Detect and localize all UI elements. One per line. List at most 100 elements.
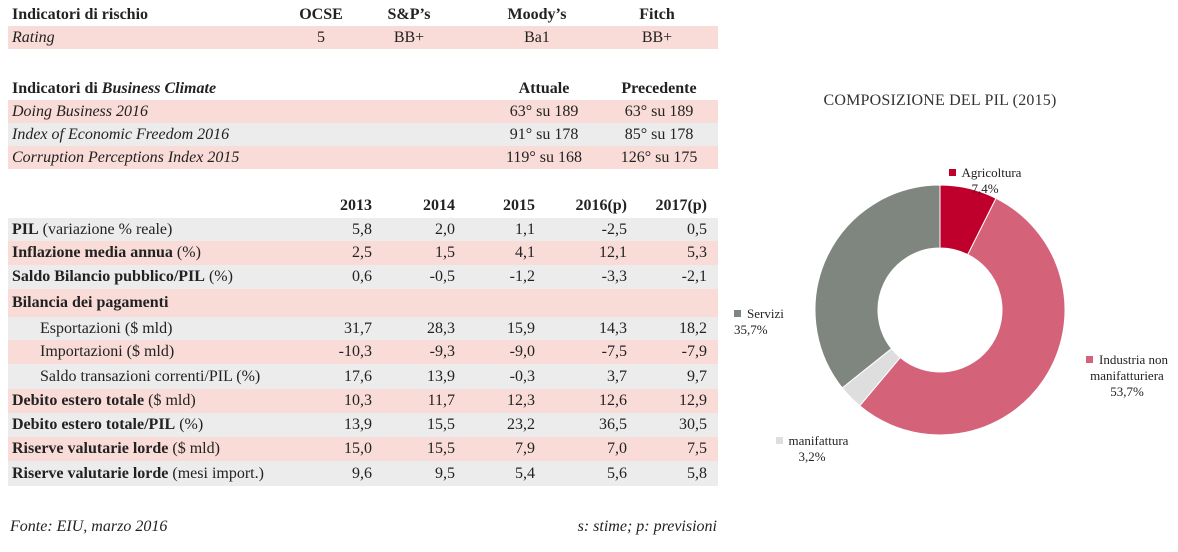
macro-row-label: Debito estero totale/PIL (%) [12,413,203,437]
macro-value-cell: 3,7 [607,368,627,385]
macro-value-cell: -1,2 [509,268,535,285]
macro-year-header: 2017(p) [655,197,707,214]
climate-row-label: Corruption Perceptions Index 2015 [12,149,240,166]
macro-row: Debito estero totale/PIL (%) 13,9 15,5 23,2… [8,413,718,437]
macro-row: Inflazione media annua (%) 2,5 1,5 4,1 12,1 5… [8,241,718,265]
industria-swatch [1086,356,1094,363]
legend-industria: Industria non manifatturiera 53,7% [1072,352,1178,400]
macro-value-cell: -9,3 [429,343,455,360]
macro-row-label-bold: Inflazione media annua [12,244,173,261]
macro-rows: PIL (variazione % reale) 5,8 2,0 1,1 -2,5 0,5… [8,218,718,486]
macro-value-cell: 28,3 [427,320,455,337]
macro-value-cell: 5,8 [352,221,372,238]
macro-value-cell: 23,2 [507,416,535,433]
macro-value-cell: 5,8 [687,465,707,482]
macro-value-cell: 15,5 [427,440,455,457]
climate-row: Index of Economic Freedom 2016 91° su 17… [8,123,718,146]
climate-row-prev: 85° su 178 [624,126,694,143]
risk-table: Indicatori di rischio OCSE S&P’s Moody’s… [8,3,718,49]
macro-row-label: Debito estero totale ($ mld) [12,389,196,413]
risk-header-row: Indicatori di rischio OCSE S&P’s Moody’s… [8,3,718,26]
macro-value-cell: -7,9 [681,343,707,360]
macro-value-cell: 12,3 [507,392,535,409]
slice-servizi [814,184,941,389]
macro-value-cell: 9,7 [687,368,707,385]
macro-row-label-text: ($ mld) [168,440,220,457]
macro-value-cell: -2,1 [681,268,707,285]
servizi-value: 35,7% [734,322,768,337]
macro-row-label: Saldo transazioni correnti/PIL (%) [40,364,260,389]
macro-value-cell: 2,0 [435,221,455,238]
macro-row-label: Bilancia dei pagamenti [12,289,168,317]
macro-row-label-text: ($ mld) [144,392,196,409]
climate-header-italic: Business Climate [101,80,217,97]
macro-row-label: Esportazioni ($ mld) [40,317,172,340]
macro-header-row: 2013 2014 2015 2016(p) 2017(p) [8,193,718,218]
macro-row: Riserve valutarie lorde ($ mld) 15,0 15,5 7… [8,437,718,461]
gdp-donut-chart [814,184,1066,436]
macro-value-cell: 9,5 [435,465,455,482]
macro-row-label-bold: Riserve valutarie lorde [12,440,169,457]
macro-row: Bilancia dei pagamenti [8,289,718,317]
macro-row: Debito estero totale ($ mld) 10,3 11,7 12,3… [8,389,718,413]
climate-header-prefix: Indicatori di [12,80,102,97]
agricoltura-label: Agricoltura [961,165,1022,180]
macro-value-cell: 17,6 [344,368,372,385]
macro-value-cell: 12,6 [599,392,627,409]
risk-rating-row: Rating 5 BB+ Ba1 BB+ [8,26,718,49]
macro-row-label-bold: Riserve valutarie lorde [12,465,169,482]
macro-value-cell: 15,5 [427,416,455,433]
climate-row-label: Doing Business 2016 [12,103,148,120]
macro-row: Riserve valutarie lorde (mesi import.) 9,… [8,461,718,486]
macro-row-label-bold: Debito estero totale [12,392,145,409]
macro-row-label-text: (%) [175,416,204,433]
risk-sp-value: BB+ [393,29,425,46]
risk-header-moodys: Moody’s [507,6,567,23]
slice-industria-non-manifatturiera [859,197,1066,436]
manifattura-swatch [775,437,783,444]
climate-header-row: Indicatori di Business Climate Attuale P… [8,77,718,100]
macro-value-cell: 10,3 [344,392,372,409]
climate-row: Doing Business 2016 63° su 189 63° su 18… [8,100,718,123]
risk-header-fitch: Fitch [639,6,675,23]
servizi-label: Servizi [747,306,784,321]
macro-value-cell: 13,9 [427,368,455,385]
macro-value-cell: 7,9 [515,440,535,457]
industria-value: 53,7% [1110,384,1144,399]
climate-row-actual: 63° su 189 [509,103,579,120]
servizi-swatch [734,310,741,317]
macro-row: Esportazioni ($ mld) 31,7 28,3 15,9 14,3 18,2 [8,317,718,340]
macro-value-cell: 1,1 [515,221,535,238]
risk-moodys-value: Ba1 [524,29,550,46]
macro-value-cell: -9,0 [509,343,535,360]
macro-row: Importazioni ($ mld) -10,3 -9,3 -9,0 -7,5 -7,… [8,340,718,364]
industria-label: Industria non manifatturiera [1090,352,1168,383]
macro-row-label: Riserve valutarie lorde ($ mld) [12,437,220,461]
macro-year-header: 2013 [340,197,372,214]
macro-value-cell: 14,3 [599,320,627,337]
macro-value-cell: 12,9 [679,392,707,409]
macro-value-cell: 5,3 [687,244,707,261]
risk-header-sp: S&P’s [387,6,431,23]
macro-value-cell: -7,5 [601,343,627,360]
legend-note: s: stime; p: previsioni [577,518,717,535]
legend-agricoltura: Agricoltura 7,4% [930,165,1040,197]
macro-row-label-text: (mesi import.) [168,465,264,482]
macro-value-cell: 5,6 [607,465,627,482]
macro-value-cell: 31,7 [344,320,372,337]
macro-row-label-bold: Bilancia dei pagamenti [12,294,169,311]
macro-value-cell: -10,3 [338,343,372,360]
legend-manifattura: manifattura 3,2% [772,433,852,465]
macro-row-label: Riserve valutarie lorde (mesi import.) [12,461,264,486]
macro-row: PIL (variazione % reale) 5,8 2,0 1,1 -2,5 0,5 [8,218,718,241]
macro-row-label: Saldo Bilancio pubblico/PIL (%) [12,265,233,289]
macro-value-cell: 36,5 [599,416,627,433]
risk-rating-label: Rating [12,29,55,46]
macro-value-cell: 7,5 [687,440,707,457]
macro-value-cell: 15,9 [507,320,535,337]
climate-row-label: Index of Economic Freedom 2016 [12,126,230,143]
macro-table: 2013 2014 2015 2016(p) 2017(p) PIL (vari… [8,193,718,486]
risk-fitch-value: BB+ [641,29,673,46]
macro-row-label: Importazioni ($ mld) [40,340,174,364]
risk-ocse-value: 5 [317,29,325,46]
